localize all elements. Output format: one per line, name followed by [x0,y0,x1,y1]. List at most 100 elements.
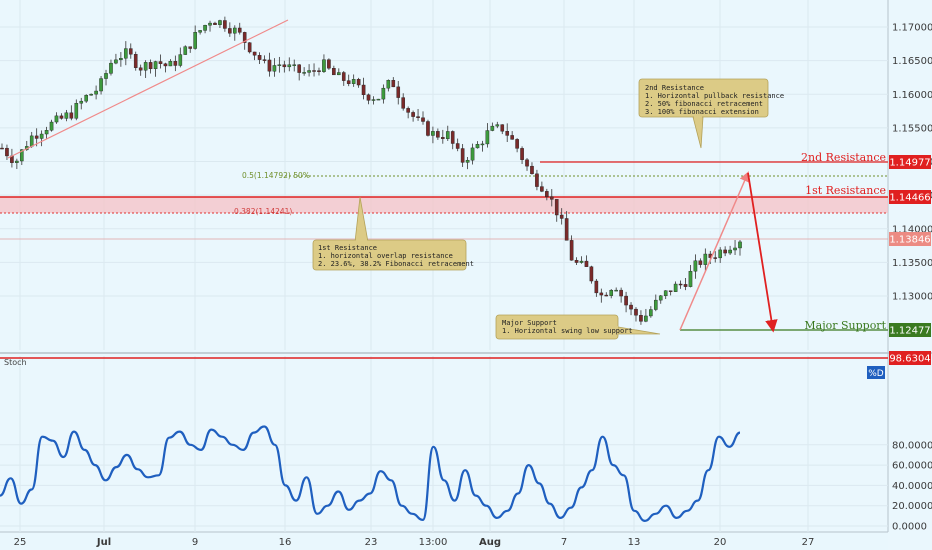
candle-body [273,65,276,71]
svg-text:2. 50% fibonacci retracement: 2. 50% fibonacci retracement [645,100,763,108]
second-resistance-value: 1.14977 [889,158,930,169]
candle-body [174,61,177,65]
candle-body [416,117,419,118]
candle-body [159,62,162,64]
candle-body [347,81,350,84]
candle-body [327,60,330,69]
time-tick-label: 7 [561,537,567,548]
candle-body [565,218,568,240]
price-tick-label: 1.13500 [892,258,932,269]
candle-body [109,63,112,73]
stoch-current-value: 98.6304 [889,354,930,365]
candle-body [600,293,603,295]
candle-body [80,101,83,103]
time-tick-label: 20 [714,537,727,548]
price-tick-label: 1.17000 [892,23,932,34]
candle-body [352,79,355,83]
candle-body [90,94,93,95]
stoch-tick-label: 0.0000 [892,522,927,533]
candle-body [99,79,102,91]
candle-body [728,250,731,253]
candle-body [392,80,395,87]
candle-body [362,85,365,95]
stoch-title: Stoch [4,358,27,367]
candle-body [104,73,107,78]
stoch-legend-label: %D [868,369,884,379]
candle-body [129,49,132,55]
candle-body [421,118,424,122]
candle-body [684,284,687,286]
candle-body [451,131,454,143]
candle-body [545,191,548,196]
candle-body [194,32,197,48]
candle-body [639,315,642,321]
candle-body [535,174,538,187]
candle-body [436,131,439,137]
candle-body [382,88,385,99]
candle-body [75,103,78,118]
candle-body [659,296,662,300]
candle-body [402,98,405,109]
candle-body [342,73,345,81]
candle-body [560,215,563,218]
candle-body [283,65,286,67]
svg-text:2. 23.6%, 38.2% Fibonacci retr: 2. 23.6%, 38.2% Fibonacci retracement [318,260,474,268]
svg-text:1. Horizontal swing low suppor: 1. Horizontal swing low support [502,327,633,335]
svg-text:1. horizontal overlap resistan: 1. horizontal overlap resistance [318,252,453,260]
candle-body [679,284,682,285]
candle-body [228,28,231,33]
candle-body [426,121,429,135]
candle-body [15,161,18,163]
candle-body [654,300,657,309]
price-tick-label: 1.13000 [892,292,932,303]
candle-body [372,100,375,101]
candle-body [629,305,632,309]
candle-body [689,271,692,286]
candle-body [223,20,226,28]
candle-body [446,131,449,138]
candle-body [525,160,528,166]
candle-body [55,116,58,122]
price-tick-label: 1.15500 [892,123,932,134]
candle-body [169,61,172,66]
stoch-tick-label: 20.0000 [892,501,932,512]
candle-body [248,43,251,52]
candle-body [303,72,306,73]
time-tick-label: 27 [802,537,815,548]
candle-body [337,73,340,75]
stoch-tick-label: 40.0000 [892,481,932,492]
candle-body [724,250,727,253]
candle-body [307,70,310,72]
candle-body [575,260,578,262]
candle-body [486,131,489,144]
candle-body [293,65,296,66]
candle-body [124,49,127,59]
candle-body [496,125,499,126]
candle-body [30,136,33,147]
candle-body [238,28,241,32]
candle-body [595,281,598,293]
fib-50-label: 0.5(1.14792) 50% [242,171,310,180]
candle-body [476,144,479,148]
candle-body [644,316,647,321]
price-tick-label: 1.16000 [892,90,932,101]
candle-body [0,148,3,149]
svg-text:Major Support: Major Support [502,319,557,327]
candle-body [511,135,514,139]
candle-body [491,126,494,130]
candle-body [580,261,583,262]
candle-body [357,79,360,85]
candle-body [60,116,63,119]
first-resistance-label: 1st Resistance [805,184,886,197]
candle-body [268,60,271,71]
svg-text:2nd Resistance: 2nd Resistance [645,84,704,92]
time-tick-label: 25 [14,537,27,548]
candle-body [501,125,504,132]
candle-body [590,267,593,281]
time-tick-label: Aug [479,537,501,548]
candle-body [208,23,211,25]
candle-body [441,137,444,138]
candle-body [50,122,53,130]
candle-body [40,134,43,138]
candle-body [253,52,256,55]
